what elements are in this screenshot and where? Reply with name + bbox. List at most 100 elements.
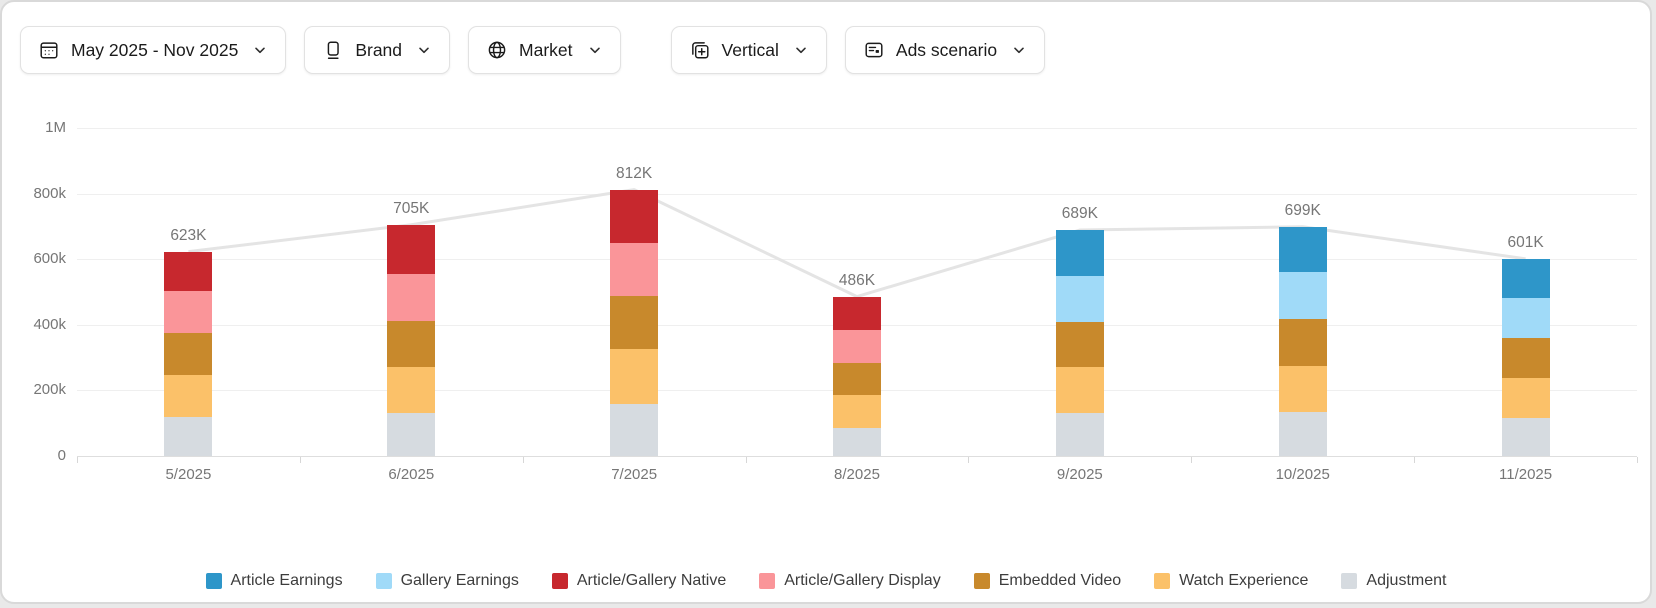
x-axis-label: 6/2025 xyxy=(388,466,435,483)
bar-segment[interactable] xyxy=(1278,411,1327,456)
axis-tick xyxy=(1191,457,1193,463)
legend-item-article-gallery-display[interactable]: Article/Gallery Display xyxy=(759,572,941,590)
y-axis-label: 400k xyxy=(33,315,66,333)
bar-segment[interactable] xyxy=(387,367,436,414)
bar-segment[interactable] xyxy=(833,395,881,429)
legend-item-embedded-video[interactable]: Embedded Video xyxy=(973,572,1122,590)
bar-segment[interactable] xyxy=(1501,297,1550,338)
ads-scenario-icon xyxy=(863,39,885,61)
bar-segment[interactable] xyxy=(164,251,213,292)
legend-item-article-earnings[interactable]: Article Earnings xyxy=(205,572,343,590)
legend-swatch xyxy=(205,573,222,589)
legend-swatch xyxy=(973,573,990,589)
bar-segment[interactable] xyxy=(1055,367,1104,414)
filter-label: Vertical xyxy=(721,39,779,60)
legend-swatch xyxy=(759,573,776,589)
bar-segment[interactable] xyxy=(1501,258,1550,298)
bar-segment[interactable] xyxy=(387,273,436,321)
filter-bar: May 2025 - Nov 2025 Brand Market Vertical Ad… xyxy=(20,26,1046,74)
legend-label: Embedded Video xyxy=(998,572,1122,589)
bar-segment[interactable] xyxy=(1278,318,1327,366)
bar-6-2025[interactable] xyxy=(387,224,436,456)
x-axis-label: 9/2025 xyxy=(1056,466,1103,483)
axis-tick xyxy=(299,457,301,463)
bar-segment[interactable] xyxy=(610,349,659,404)
bar-8-2025[interactable] xyxy=(833,296,881,456)
axis-tick xyxy=(1414,457,1416,463)
filter-label: Brand xyxy=(355,39,403,60)
y-axis-label: 0 xyxy=(57,447,66,464)
filter-label: Ads scenario xyxy=(895,39,998,60)
bar-segment[interactable] xyxy=(610,189,659,243)
bar-segment[interactable] xyxy=(833,296,881,331)
y-axis-label: 600k xyxy=(33,250,66,268)
bar-segment[interactable] xyxy=(164,374,213,417)
legend-item-adjustment[interactable]: Adjustment xyxy=(1341,572,1446,590)
chevron-down-icon xyxy=(1011,42,1027,58)
bar-segment[interactable] xyxy=(1501,377,1550,419)
filter-label: May 2025 - Nov 2025 xyxy=(71,39,239,60)
bar-segment[interactable] xyxy=(387,224,436,274)
bar-segment[interactable] xyxy=(833,363,881,396)
legend-label: Watch Experience xyxy=(1179,572,1309,589)
calendar-icon xyxy=(38,39,60,61)
axis-tick xyxy=(968,457,970,463)
filter-button-vertical[interactable]: Vertical xyxy=(670,26,827,74)
x-axis-label: 8/2025 xyxy=(834,466,880,483)
bar-segment[interactable] xyxy=(387,320,436,368)
bar-segment[interactable] xyxy=(610,403,659,456)
bar-10-2025[interactable] xyxy=(1278,226,1327,456)
bar-total-label: 486K xyxy=(838,271,876,289)
chevron-down-icon xyxy=(416,42,432,58)
grid-line xyxy=(77,193,1637,195)
y-axis-label: 800k xyxy=(33,184,66,202)
legend-item-watch-experience[interactable]: Watch Experience xyxy=(1154,572,1308,590)
bar-segment[interactable] xyxy=(164,333,213,375)
bar-5-2025[interactable] xyxy=(164,251,213,456)
legend-swatch xyxy=(375,573,392,589)
bar-total-label: 699K xyxy=(1284,201,1321,219)
bar-11-2025[interactable] xyxy=(1501,258,1550,456)
bar-segment[interactable] xyxy=(1501,337,1550,378)
filter-button-brand[interactable]: Brand xyxy=(304,26,451,74)
bar-segment[interactable] xyxy=(164,416,213,456)
bar-9-2025[interactable] xyxy=(1055,230,1104,456)
filter-button-may-2025-nov-2025[interactable]: May 2025 - Nov 2025 xyxy=(20,26,287,74)
legend-item-gallery-earnings[interactable]: Gallery Earnings xyxy=(375,572,519,590)
grid-line xyxy=(77,259,1637,261)
bar-7-2025[interactable] xyxy=(610,189,659,456)
bar-segment[interactable] xyxy=(1278,365,1327,412)
legend-swatch xyxy=(1341,573,1358,589)
axis-tick xyxy=(745,457,747,463)
legend-label: Article Earnings xyxy=(230,572,343,589)
bar-segment[interactable] xyxy=(1278,272,1327,319)
bar-segment[interactable] xyxy=(610,242,659,297)
axis-tick xyxy=(1637,457,1638,463)
filter-button-market[interactable]: Market xyxy=(468,26,621,74)
bar-total-label: 812K xyxy=(616,164,653,182)
stacked-bar-chart: 623K 705K 812K 486K 689K 699K 601K xyxy=(77,128,1637,457)
bar-segment[interactable] xyxy=(164,291,213,333)
bar-segment[interactable] xyxy=(1501,418,1550,456)
bar-segment[interactable] xyxy=(833,330,881,364)
bar-segment[interactable] xyxy=(833,428,881,456)
bar-segment[interactable] xyxy=(610,296,659,350)
bar-segment[interactable] xyxy=(1278,226,1327,273)
legend-label: Adjustment xyxy=(1366,572,1447,589)
bar-segment[interactable] xyxy=(1055,275,1104,322)
bar-total-label: 689K xyxy=(1061,205,1098,223)
x-axis-label: 11/2025 xyxy=(1499,466,1553,483)
bar-segment[interactable] xyxy=(1055,230,1104,276)
axis-tick xyxy=(77,457,78,463)
bar-segment[interactable] xyxy=(1055,321,1104,368)
brand-icon xyxy=(322,39,344,61)
axis-tick xyxy=(522,457,524,463)
bar-segment[interactable] xyxy=(1055,413,1104,456)
y-axis-label: 200k xyxy=(33,381,66,399)
globe-icon xyxy=(486,39,508,61)
bar-segment[interactable] xyxy=(387,413,436,456)
filter-label: Market xyxy=(519,39,573,60)
legend-item-article-gallery-native[interactable]: Article/Gallery Native xyxy=(551,572,726,590)
filter-button-ads-scenario[interactable]: Ads scenario xyxy=(844,26,1046,74)
